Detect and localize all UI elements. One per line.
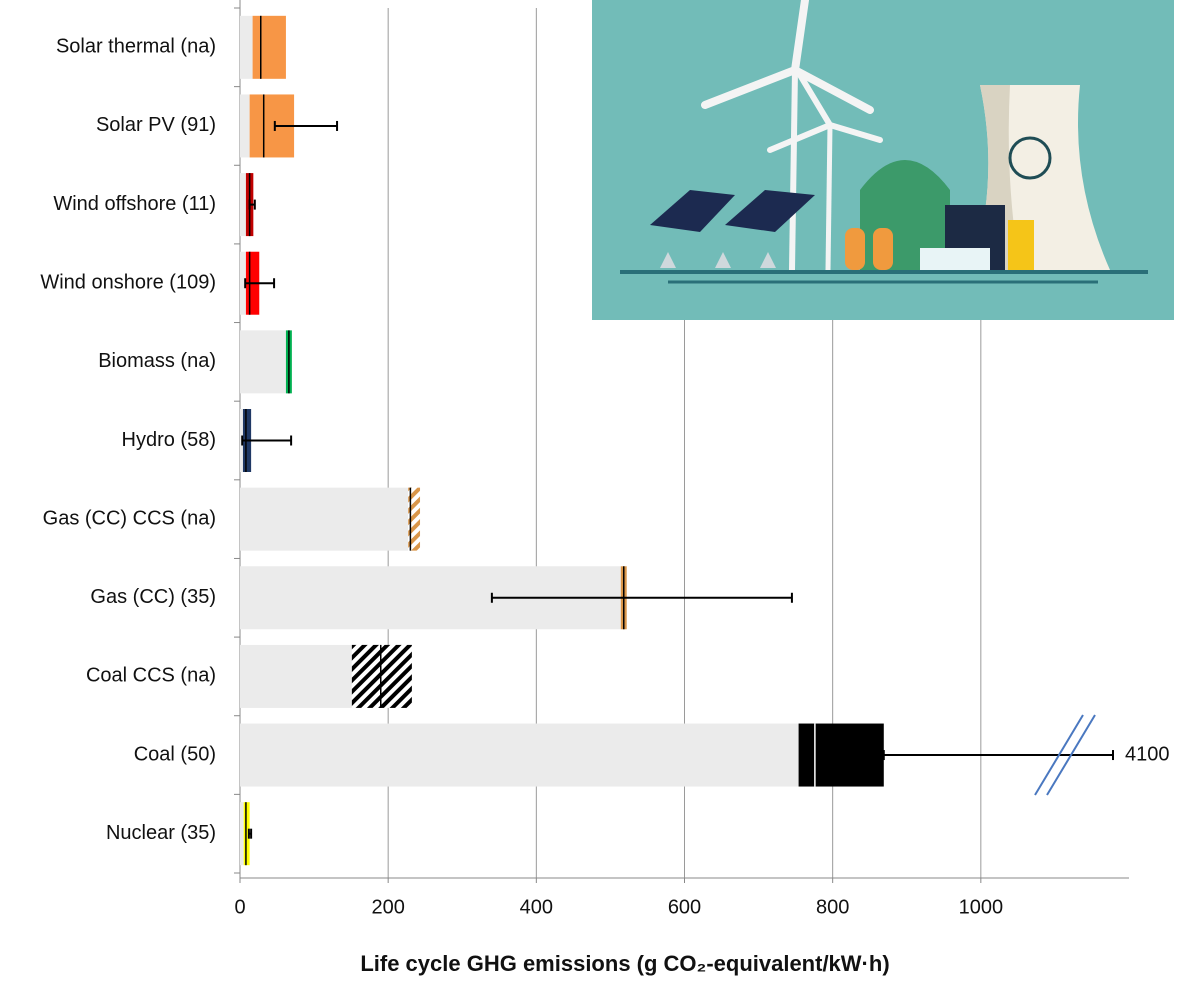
box [352,645,412,708]
range-bar [240,330,286,393]
range-bar [240,724,799,787]
category-label: Hydro (58) [122,429,216,451]
box [799,724,884,787]
x-tick-label: 400 [520,896,553,918]
building [1008,220,1034,270]
wind-turbine-tower [828,125,830,270]
x-tick-label: 800 [816,896,849,918]
category-label: Solar thermal (na) [56,36,216,58]
x-tick-label: 200 [371,896,404,918]
range-bar [240,802,244,865]
category-label: Wind onshore (109) [40,272,216,294]
range-bar [240,173,246,236]
range-bar [240,94,250,157]
x-tick-label: 600 [668,896,701,918]
tank [845,228,865,270]
wind-turbine-tower [792,70,795,270]
page: {"chart_data": {"type": "box", "x_label"… [0,0,1191,987]
range-bar [240,645,352,708]
range-bar [240,16,253,79]
category-label: Gas (CC) CCS (na) [43,507,216,529]
range-bar [240,488,408,551]
box [253,16,286,79]
x-tick-label: 0 [234,896,245,918]
tank [873,228,893,270]
x-axis-title: Life cycle GHG emissions (g CO₂-equivale… [360,951,889,976]
category-label: Gas (CC) (35) [90,586,216,608]
illustration [592,0,1174,320]
building [920,248,990,270]
category-label: Coal (50) [134,743,216,765]
category-label: Coal CCS (na) [86,665,216,687]
category-label: Solar PV (91) [96,114,216,136]
whisker-label: 4100 [1125,743,1170,765]
chart: 0 200 400 600 800 1000 Solar thermal (na) Solar… [0,0,1191,987]
x-tick-label: 1000 [959,896,1004,918]
category-label: Biomass (na) [98,350,216,372]
category-label: Wind offshore (11) [53,193,216,215]
category-label: Nuclear (35) [106,822,216,844]
